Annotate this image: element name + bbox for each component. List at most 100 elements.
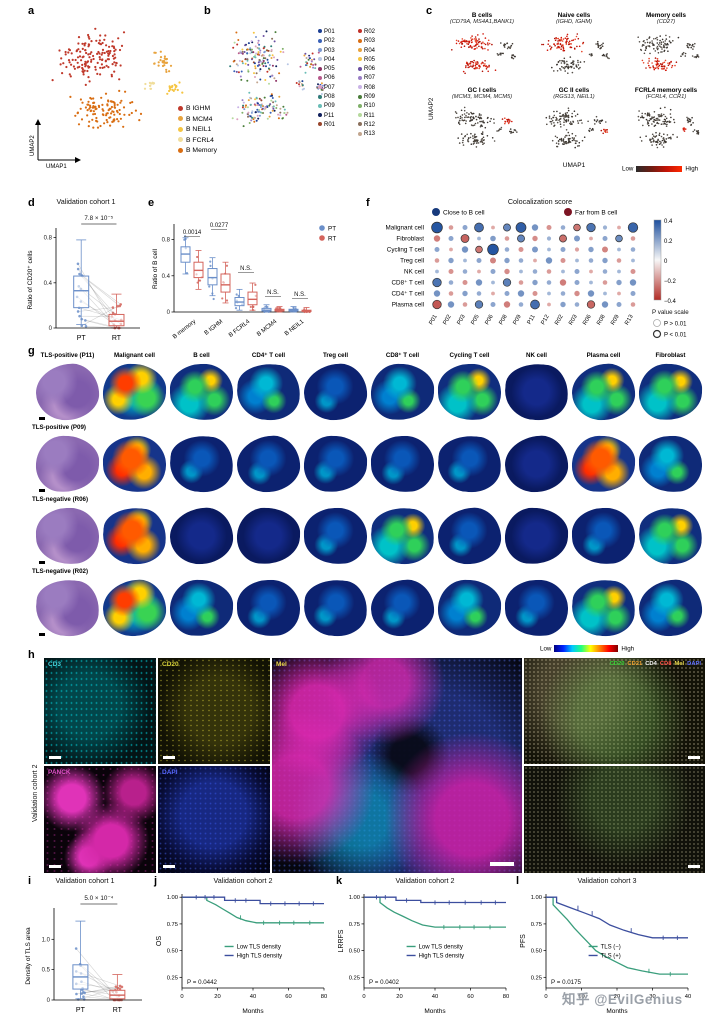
svg-text:N.S.: N.S. [294, 292, 306, 298]
pfs-km-curve: 0.25 0.50 0.75 1.00 0 10 20 30 40 TLS (−) TLS (+) P… [520, 894, 691, 1015]
spatial-density-image [569, 577, 638, 639]
colorbar-low-label: Low [622, 165, 634, 173]
feature-umap [545, 107, 609, 149]
svg-text:PT: PT [76, 1007, 86, 1014]
legend-item: P05 [318, 65, 335, 74]
marker-label: CD3 [48, 661, 62, 668]
svg-text:RT: RT [328, 236, 336, 243]
svg-text:60: 60 [467, 994, 473, 1000]
feature-plot-genes: (FCRL4, CCR1) [645, 94, 687, 100]
svg-text:0.0014: 0.0014 [183, 230, 202, 236]
legend-item: P01 [318, 28, 335, 37]
svg-text:Ratio of B cell: Ratio of B cell [152, 248, 159, 289]
panel-label-b: b [204, 5, 211, 17]
panel-i-title: Validation cohort 1 [55, 876, 115, 885]
tls-density-boxplot: 5.0 × 10⁻⁴ 0 0.5 1.0 PT RT Density of TLS area [25, 895, 142, 1014]
svg-text:P = 0.0442: P = 0.0442 [187, 979, 218, 986]
legend-dot [318, 29, 322, 34]
spatial-density-image [302, 361, 369, 423]
spatial-density-image [168, 505, 235, 567]
svg-text:0.4: 0.4 [44, 281, 53, 287]
svg-text:0: 0 [49, 326, 53, 332]
g-row-label: TLS-negative (R02) [32, 568, 89, 575]
legend-item: B IGHM [178, 104, 217, 115]
legend-item: R10 [358, 102, 375, 111]
feature-plot-title: Memory cells [646, 12, 686, 19]
svg-text:LRRFS: LRRFS [338, 929, 345, 952]
spatial-density-image [435, 433, 504, 495]
spatial-density-image [369, 577, 436, 639]
legend-dot [178, 116, 183, 122]
legend-item: R06 [358, 65, 375, 74]
legend-item: P06 [318, 74, 335, 83]
svg-text:0: 0 [544, 994, 547, 1000]
svg-text:OS: OS [156, 936, 163, 946]
watermark: 知乎 @EvilGenius [562, 992, 683, 1007]
svg-text:N.S.: N.S. [267, 290, 279, 296]
feature-plot-genes: (IGHD, IGHM) [555, 19, 593, 25]
legend-dot [178, 126, 183, 132]
svg-text:P05: P05 [470, 314, 480, 326]
svg-text:Cycling T cell: Cycling T cell [387, 247, 424, 254]
g-col-header: Plasma cell [586, 352, 621, 359]
svg-text:80: 80 [503, 994, 509, 1000]
panel-label-d: d [28, 197, 35, 209]
feature-plot-title: FCRL4 memory cells [634, 87, 698, 94]
panel-label-e: e [148, 197, 155, 209]
panel-label-i: i [28, 875, 32, 887]
legend-dot [358, 29, 362, 34]
marker-label: Mel [276, 661, 287, 668]
legend-dot [358, 48, 362, 53]
spatial-density-image [236, 578, 301, 638]
feature-plot-title: GC I cells [467, 87, 497, 94]
feature-umap [454, 106, 518, 148]
svg-text:P08: P08 [498, 314, 508, 326]
spatial-density-image [101, 577, 168, 639]
feature-plot-title: GC II cells [558, 87, 590, 94]
legend-dot [358, 85, 362, 90]
scale-bar [49, 865, 61, 868]
svg-text:0.25: 0.25 [167, 975, 178, 981]
svg-text:B memory: B memory [172, 319, 197, 341]
g-col-header: CD8⁺ T cell [385, 352, 420, 359]
he-image [34, 361, 101, 423]
svg-text:High TLS density: High TLS density [237, 953, 283, 959]
feature-plot-title: B cells [471, 12, 493, 19]
legend-dot [358, 113, 362, 118]
legend-dot [178, 137, 183, 143]
colorbar-low-label: Low [540, 645, 552, 653]
spatial-density-image [637, 362, 704, 422]
spatial-density-image [100, 505, 169, 567]
spatial-density-image [571, 506, 636, 566]
marker-token: CD8 [659, 661, 672, 667]
scale-bar [39, 489, 45, 492]
spatial-density-image [368, 505, 437, 567]
spatial-density-image [638, 434, 703, 494]
feature-umap [451, 33, 516, 75]
spatial-density-image [370, 434, 435, 494]
svg-text:0: 0 [664, 259, 668, 265]
svg-text:60: 60 [285, 994, 291, 1000]
panel-label-h: h [28, 649, 35, 661]
spatial-density-image [502, 361, 571, 423]
spatial-density-image [235, 506, 302, 566]
if-image: DAPI [158, 766, 270, 873]
legend-dot [358, 75, 362, 80]
svg-text:Close to B cell: Close to B cell [443, 210, 485, 217]
legend-item: P03 [318, 47, 335, 56]
svg-text:P value scale: P value scale [652, 309, 689, 316]
svg-text:0.4: 0.4 [664, 219, 673, 225]
panel-label-j: j [154, 875, 158, 887]
scale-bar [688, 756, 700, 759]
svg-text:0.75: 0.75 [531, 922, 542, 928]
svg-text:0.2: 0.2 [664, 239, 673, 245]
spatial-density-image [436, 578, 503, 638]
svg-text:P11: P11 [527, 314, 537, 326]
feature-umap-panel: UMAP2 B cells (CD79A, MS4A1,BANK1) Naive c… [426, 10, 718, 200]
svg-text:10: 10 [578, 994, 584, 1000]
svg-text:80: 80 [321, 994, 327, 1000]
legend-item: R08 [358, 84, 375, 93]
svg-text:Malignant cell: Malignant cell [385, 225, 424, 232]
legend-dot [318, 38, 322, 43]
marker-label: DAPI [162, 769, 178, 776]
